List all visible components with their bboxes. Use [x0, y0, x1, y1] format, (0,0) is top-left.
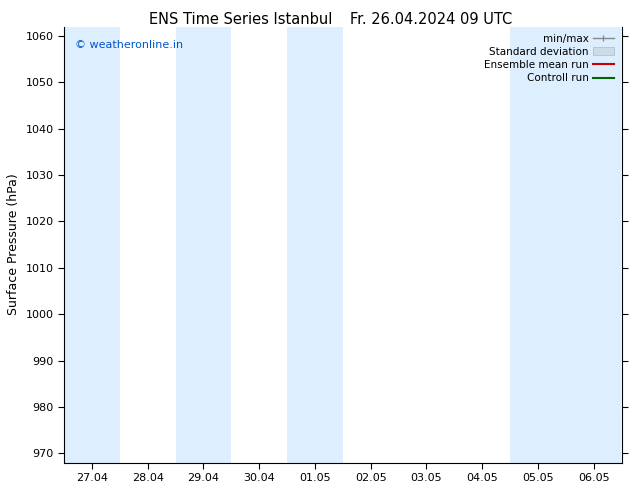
Text: ENS Time Series Istanbul: ENS Time Series Istanbul: [149, 12, 333, 27]
Legend: min/max, Standard deviation, Ensemble mean run, Controll run: min/max, Standard deviation, Ensemble me…: [484, 34, 614, 83]
Bar: [64, 26, 120, 463]
Text: Fr. 26.04.2024 09 UTC: Fr. 26.04.2024 09 UTC: [350, 12, 512, 27]
Bar: [176, 26, 231, 463]
Bar: [510, 26, 566, 463]
Y-axis label: Surface Pressure (hPa): Surface Pressure (hPa): [7, 174, 20, 316]
Bar: [287, 26, 343, 463]
Bar: [566, 26, 621, 463]
Text: © weatheronline.in: © weatheronline.in: [75, 40, 183, 49]
